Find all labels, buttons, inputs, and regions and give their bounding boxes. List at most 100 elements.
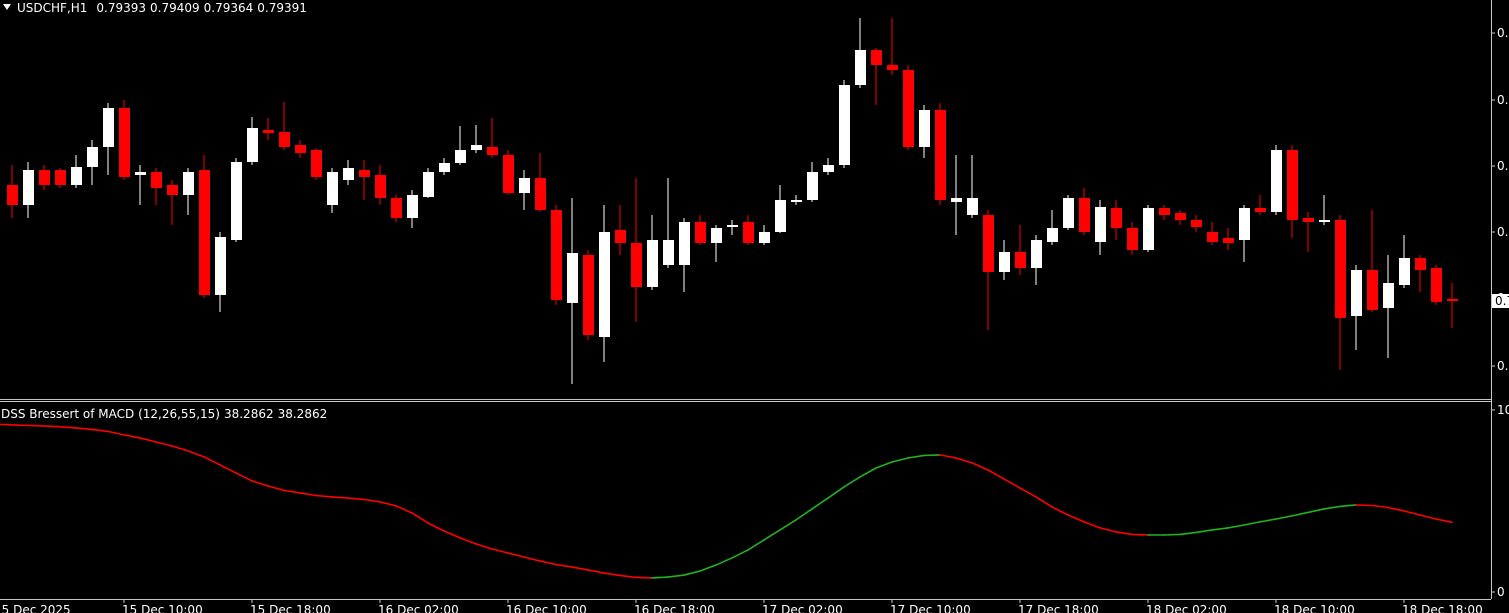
candle-body: [919, 110, 930, 147]
indicator-segment: [59, 426, 77, 429]
symbol: USDCHF,H1: [17, 1, 87, 15]
candle-body: [183, 172, 194, 195]
indicator-segment: [763, 529, 781, 541]
indicator-segment: [379, 501, 397, 507]
close-value: 0.79391: [257, 1, 307, 15]
candle-body: [775, 200, 786, 232]
indicator-segment: [523, 556, 541, 562]
indicator-segment: [363, 498, 381, 503]
indicator-segment: [1355, 504, 1373, 507]
low-value: 0.79364: [204, 1, 254, 15]
x-tick-label: 18 Dec 02:00: [1146, 603, 1227, 613]
indicator-segment: [347, 497, 365, 501]
candle-body: [407, 195, 418, 218]
indicator-segment: [1323, 505, 1341, 510]
high-value: 0.79409: [150, 1, 200, 15]
candle-body: [807, 172, 818, 200]
indicator-segment: [203, 456, 221, 466]
candle-body: [503, 155, 514, 193]
x-tick-label: 17 Dec 18:00: [1018, 603, 1099, 613]
indicator-segment: [843, 476, 861, 488]
indicator-segment: [1275, 515, 1293, 520]
candle-body: [1431, 268, 1442, 302]
candle-body: [167, 185, 178, 195]
indicator-value: 38.2862: [278, 407, 328, 421]
candle-body: [327, 172, 338, 205]
indicator-segment: [107, 430, 125, 436]
indicator-segment: [1179, 531, 1197, 536]
indicator-segment: [1371, 504, 1389, 509]
indicator-segment: [539, 560, 557, 566]
candle-body: [39, 170, 50, 185]
candle-body: [263, 130, 274, 133]
candle-body: [583, 255, 594, 335]
indicator-segment: [635, 576, 653, 579]
indicator-segment: [1131, 533, 1149, 536]
candle-body: [1175, 213, 1186, 220]
indicator-segment: [651, 576, 669, 579]
candle-body: [1031, 240, 1042, 268]
indicator-segment: [571, 566, 589, 571]
current-price-box: [1492, 294, 1509, 308]
x-tick-label: 15 Dec 2025: [0, 603, 71, 613]
menu-triangle[interactable]: [3, 4, 11, 10]
candle-body: [999, 252, 1010, 272]
candle-body: [103, 108, 114, 147]
candle-body: [279, 132, 290, 147]
indicator-segment: [443, 530, 461, 539]
current-price-label: 0.79391: [1495, 294, 1509, 308]
y-tick-label: 0.7946: [1497, 225, 1509, 239]
indicator-segment: [907, 454, 925, 459]
candle-body: [1383, 283, 1394, 308]
indicator-segment: [1211, 527, 1229, 531]
indicator-segment: [315, 494, 333, 498]
indicator-segment: [299, 492, 317, 497]
candle-body: [1399, 258, 1410, 285]
candle-body: [215, 237, 226, 295]
indicator-segment: [459, 537, 477, 545]
x-tick-label: 16 Dec 02:00: [378, 603, 459, 613]
candle-body: [871, 50, 882, 65]
indicator-segment: [619, 574, 637, 579]
indicator-segment: [491, 548, 509, 554]
candle-body: [391, 198, 402, 218]
candle-body: [295, 145, 306, 153]
indicator-segment: [1435, 518, 1453, 524]
indicator-segment: [827, 486, 845, 499]
indicator-segment: [155, 441, 173, 447]
x-tick-label: 18 Dec 10:00: [1274, 603, 1355, 613]
indicator-segment: [283, 489, 301, 494]
candle-body: [855, 50, 866, 85]
candle-body: [519, 178, 530, 193]
indicator-segment: [1163, 533, 1181, 536]
candle-body: [935, 110, 946, 200]
candle-body: [711, 228, 722, 243]
candle-body: [247, 128, 258, 162]
candle-body: [119, 108, 130, 177]
indicator-segment: [235, 472, 253, 482]
indicator-segment: [987, 469, 1005, 480]
indicator-segment: [891, 457, 909, 463]
candle-body: [599, 232, 610, 337]
indicator-segment: [939, 454, 957, 459]
candle-body: [71, 167, 82, 185]
indicator-segment: [27, 424, 45, 427]
candle-body: [359, 170, 370, 177]
x-tick-label: 15 Dec 18:00: [250, 603, 331, 613]
candle-body: [87, 147, 98, 167]
candle-body: [951, 198, 962, 202]
candle-body: [903, 70, 914, 147]
indicator-segment: [139, 437, 157, 443]
y-tick-label: 100: [1497, 403, 1509, 417]
indicator-segment: [1419, 514, 1437, 520]
candle-body: [1127, 228, 1138, 250]
candle-body: [1223, 238, 1234, 243]
candle-body: [759, 232, 770, 243]
candle-body: [439, 163, 450, 172]
indicator-segment: [875, 461, 893, 469]
candle-body: [151, 172, 162, 188]
indicator-segment: [91, 428, 109, 433]
